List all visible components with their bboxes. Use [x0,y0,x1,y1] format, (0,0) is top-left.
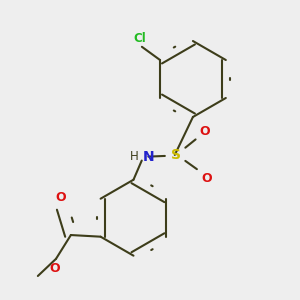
Text: S: S [171,148,182,162]
Text: O: O [49,262,60,275]
Text: Cl: Cl [134,32,147,45]
Text: O: O [199,125,210,138]
Text: O: O [202,172,212,184]
Text: O: O [56,191,66,204]
Text: N: N [143,150,154,164]
Text: H: H [130,150,138,163]
